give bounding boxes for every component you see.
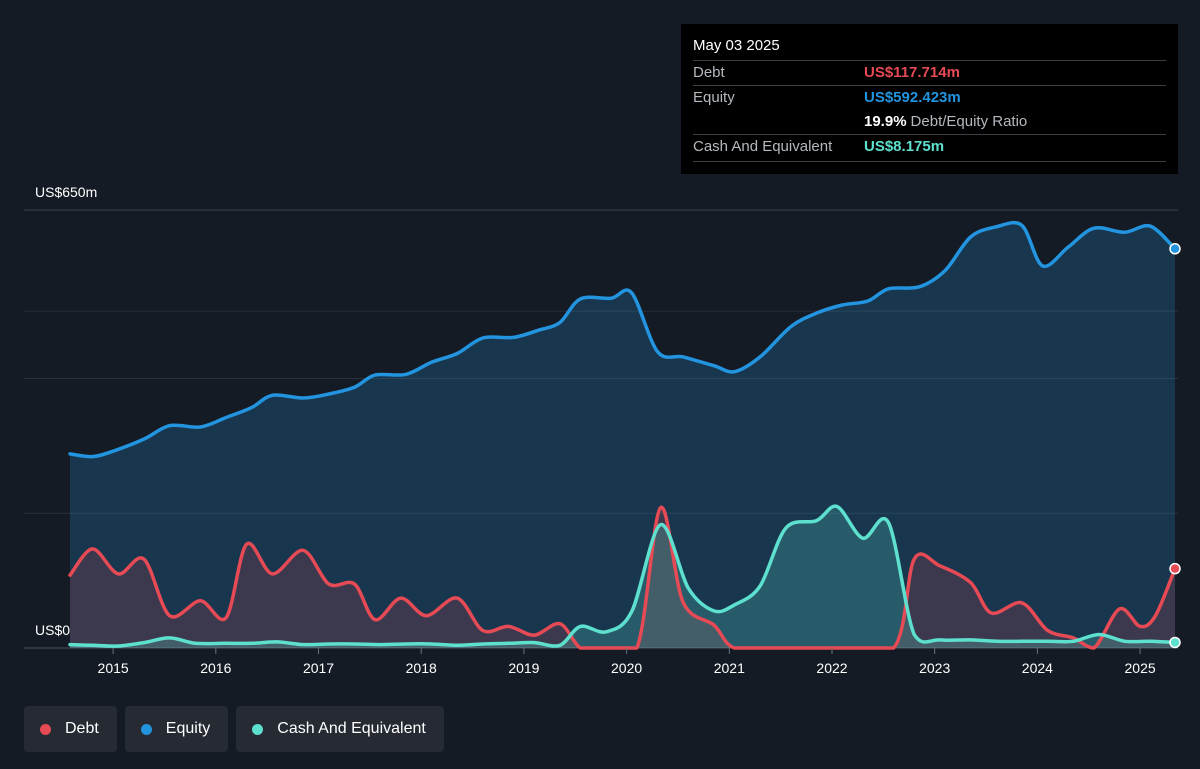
tooltip-date: May 03 2025 [693, 37, 780, 54]
x-axis-ticks: 2015 2016 2017 2018 2019 2020 2021 2022 2023 2024… [98, 648, 1156, 676]
equity-end-point [1169, 243, 1181, 255]
x-tick-label: 2019 [508, 660, 539, 676]
series-areas [70, 222, 1175, 649]
debt-legend-dot-icon [40, 723, 51, 735]
tooltip-equity-row: Equity US$592.423m [693, 85, 1166, 110]
equity-legend-dot-icon [140, 723, 152, 735]
tooltip-equity-label: Equity [693, 89, 735, 106]
legend-item-cash[interactable]: Cash And Equivalent [236, 706, 444, 752]
tooltip-equity-value: US$592.423m [864, 89, 961, 106]
cash-area [70, 506, 1175, 648]
tooltip-debt-label: Debt [693, 64, 725, 81]
data-tooltip: May 03 2025 Debt US$117.714m Equity US$5… [681, 24, 1178, 174]
tooltip-ratio-row: 19.9% Debt/Equity Ratio [693, 110, 1166, 134]
legend-debt-label: Debt [65, 720, 99, 737]
legend-item-debt[interactable]: Debt [24, 706, 117, 752]
series-lines [68, 220, 1177, 650]
series-end-points [1169, 243, 1181, 649]
tooltip-ratio-label: Debt/Equity Ratio [910, 113, 1028, 130]
y-axis-top-label: US$650m [35, 184, 98, 200]
x-tick-label: 2021 [714, 660, 745, 676]
tooltip-ratio-value: 19.9% [864, 113, 907, 130]
x-tick-label: 2020 [611, 660, 642, 676]
cash-end-point [1169, 636, 1181, 649]
x-tick-label: 2025 [1125, 660, 1156, 676]
x-tick-label: 2016 [200, 660, 231, 676]
legend-cash-label: Cash And Equivalent [277, 720, 426, 737]
debt-line [68, 506, 1177, 650]
tooltip-cash-row: Cash And Equivalent US$8.175m [693, 134, 1166, 159]
x-tick-label: 2018 [406, 660, 437, 676]
cash-line [68, 504, 1177, 648]
legend-equity-label: Equity [165, 720, 211, 737]
x-tick-label: 2023 [919, 660, 950, 676]
tooltip-debt-value: US$117.714m [864, 64, 960, 81]
cash-legend-dot-icon [252, 723, 264, 735]
legend-item-equity[interactable]: Equity [124, 706, 229, 752]
equity-line [68, 220, 1177, 459]
tooltip-cash-value: US$8.175m [864, 138, 945, 155]
x-tick-label: 2022 [816, 660, 847, 676]
x-tick-label: 2024 [1022, 660, 1053, 676]
equity-area [70, 222, 1175, 649]
tooltip-bottom-divider [693, 161, 1166, 162]
x-tick-label: 2015 [98, 660, 129, 676]
tooltip-cash-label: Cash And Equivalent [693, 138, 833, 155]
debt-end-point [1169, 562, 1181, 575]
debt-area [70, 507, 1175, 648]
x-tick-label: 2017 [303, 660, 334, 676]
tooltip-debt-row: Debt US$117.714m [693, 60, 1166, 85]
chart-legend: Debt Equity Cash And Equivalent [24, 706, 444, 752]
y-axis-bottom-label: US$0 [35, 622, 71, 638]
